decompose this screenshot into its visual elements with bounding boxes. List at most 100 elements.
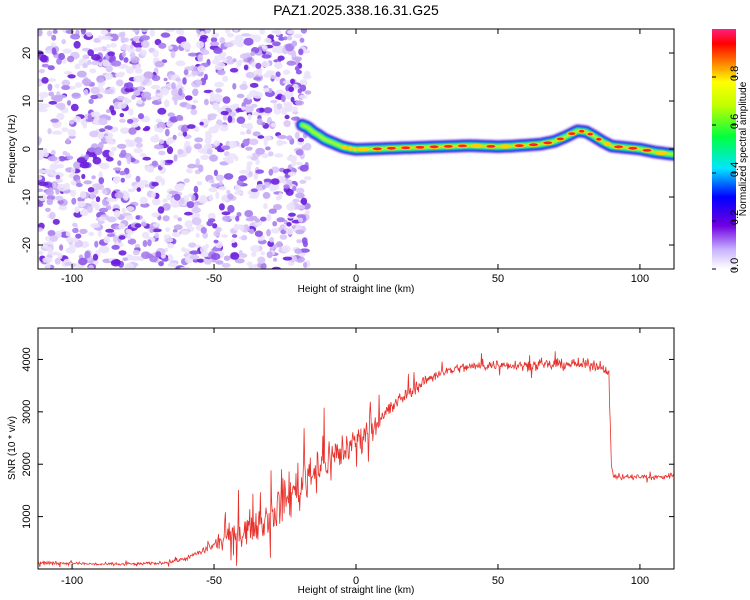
noise-speck — [255, 62, 262, 69]
noise-speck — [273, 109, 282, 115]
noise-speck — [164, 128, 170, 137]
noise-speck — [47, 65, 55, 71]
noise-speck — [198, 148, 208, 154]
noise-speck — [62, 150, 68, 156]
noise-speck — [212, 223, 218, 229]
noise-speck — [236, 93, 245, 99]
noise-speck — [296, 187, 305, 194]
noise-speck — [262, 191, 271, 199]
noise-speck — [157, 206, 165, 214]
noise-speck — [268, 208, 277, 214]
noise-speck — [80, 29, 86, 35]
noise-speck — [38, 137, 42, 145]
colorbar-gradient — [712, 29, 736, 269]
noise-speck — [253, 76, 262, 81]
noise-speck — [52, 29, 58, 34]
noise-speck — [167, 112, 175, 117]
noise-speck — [72, 227, 79, 234]
noise-speck — [200, 49, 210, 56]
noise-speck — [84, 154, 90, 161]
noise-speck — [118, 64, 129, 69]
noise-speck — [127, 48, 136, 53]
noise-speck — [113, 209, 121, 218]
noise-speck — [41, 63, 50, 68]
noise-speck — [264, 37, 272, 44]
noise-speck — [42, 257, 53, 263]
noise-speck — [250, 51, 256, 57]
noise-speck — [127, 108, 134, 116]
noise-speck — [296, 239, 302, 244]
noise-speck — [293, 106, 298, 113]
noise-speck — [195, 41, 205, 49]
noise-speck — [246, 129, 252, 135]
noise-speck — [116, 143, 127, 149]
noise-speck — [294, 131, 300, 139]
noise-speck — [104, 125, 113, 130]
noise-speck — [106, 115, 112, 121]
noise-speck — [228, 140, 237, 149]
noise-speck — [270, 122, 277, 128]
noise-speck — [226, 56, 233, 60]
noise-speck — [173, 154, 178, 162]
noise-speck — [187, 52, 199, 57]
noise-speck — [57, 252, 63, 260]
noise-speck — [221, 145, 231, 150]
noise-speck — [89, 191, 96, 200]
snr-series-line — [38, 351, 674, 568]
noise-speck — [234, 258, 245, 264]
snr-plot-area — [38, 351, 674, 568]
noise-speck — [41, 77, 49, 84]
noise-speck — [220, 234, 229, 238]
noise-speck — [261, 184, 266, 190]
noise-speck — [72, 222, 78, 227]
noise-speck — [118, 250, 127, 256]
noise-speck — [218, 181, 223, 186]
noise-speck — [221, 56, 228, 64]
noise-speck — [216, 62, 226, 68]
noise-speck — [281, 95, 286, 103]
noise-speck — [46, 30, 53, 37]
noise-speck — [181, 247, 186, 252]
snr-xtick-label: 100 — [631, 575, 649, 587]
noise-speck — [263, 73, 272, 78]
noise-speck — [88, 98, 94, 104]
colorbar-tick-label: 0.4 — [729, 162, 741, 177]
noise-speck — [182, 77, 187, 85]
noise-speck — [187, 169, 194, 174]
noise-speck — [200, 154, 210, 160]
ridge-hot-blob — [352, 147, 357, 152]
noise-speck — [246, 164, 252, 172]
noise-speck — [40, 96, 45, 102]
ridge-peak-blob — [387, 146, 396, 150]
noise-speck — [254, 218, 260, 223]
noise-speck — [282, 256, 293, 261]
noise-speck — [190, 108, 198, 116]
noise-speck — [162, 215, 170, 222]
noise-speck — [222, 75, 229, 82]
noise-speck — [251, 251, 257, 257]
noise-speck — [221, 262, 231, 268]
noise-speck — [79, 228, 88, 234]
noise-speck — [124, 139, 131, 143]
noise-speck — [128, 127, 137, 135]
noise-speck — [299, 37, 305, 43]
noise-speck — [200, 35, 209, 40]
noise-speck — [105, 156, 114, 162]
noise-speck — [288, 255, 297, 263]
noise-speck — [140, 202, 150, 208]
noise-speck — [96, 75, 105, 83]
noise-speck — [110, 146, 118, 152]
noise-speck — [222, 215, 231, 222]
noise-speck — [47, 128, 52, 135]
noise-speck — [191, 217, 202, 226]
noise-speck — [94, 147, 103, 156]
noise-speck — [274, 45, 285, 54]
noise-speck — [173, 97, 178, 106]
noise-speck — [76, 157, 88, 164]
noise-speck — [248, 171, 253, 178]
noise-speck — [67, 55, 75, 63]
noise-speck — [92, 253, 99, 261]
noise-speck — [98, 118, 108, 126]
noise-speck — [55, 188, 60, 195]
